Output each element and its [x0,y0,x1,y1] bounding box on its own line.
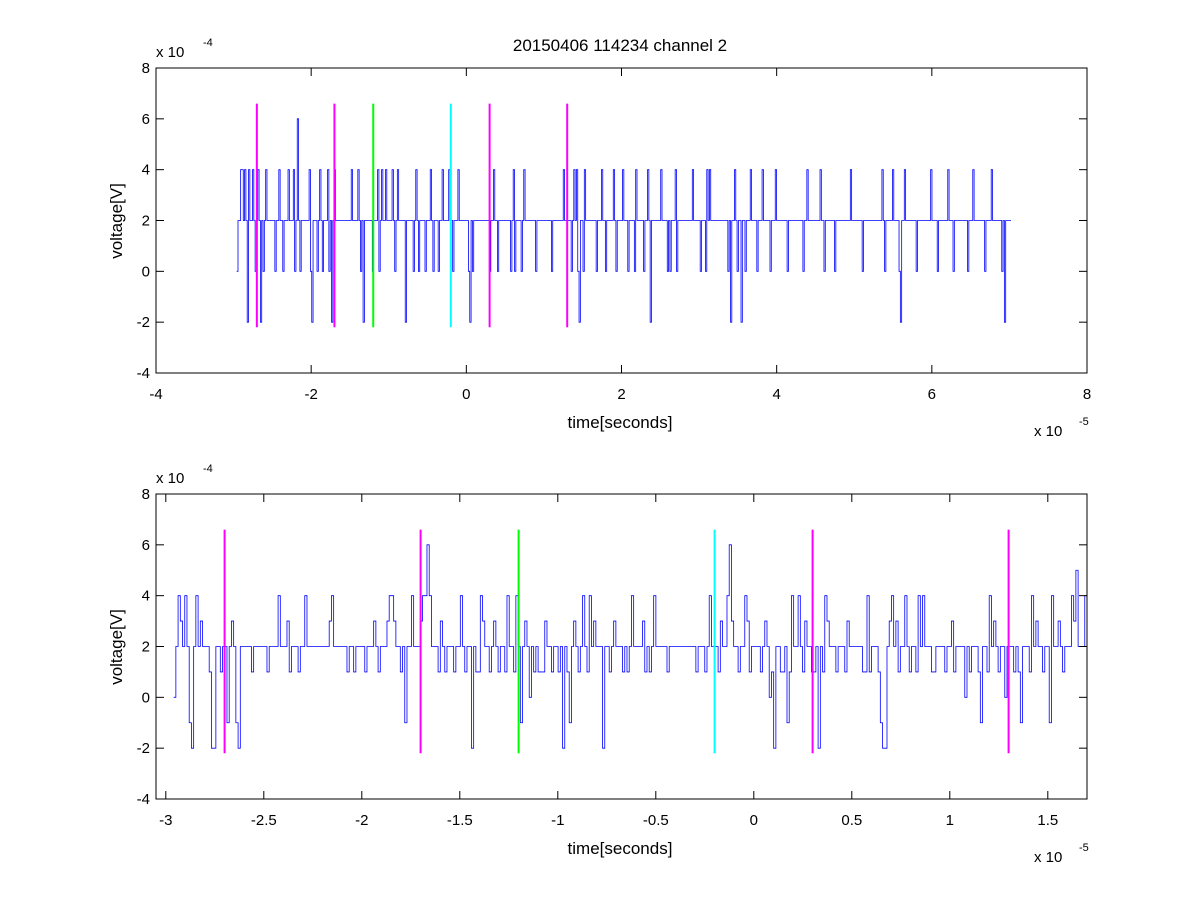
y-multiplier-base: x 10 [156,44,184,61]
x-tick-label: 8 [1083,386,1091,403]
y-tick-label: 0 [142,263,150,280]
y-axis-label: voltage[V] [107,183,126,259]
y-tick-label: -4 [137,365,150,382]
x-tick-label: 0.5 [841,812,862,829]
bottom-plot-panel: x 10 -4 x 10 -5 time[seconds] voltage[V]… [107,463,1089,866]
y-tick-label: -2 [137,314,150,331]
y-tick-label: 2 [142,639,150,656]
top-plot-panel: 20150406 114234 channel 2 x 10 -4 x 10 -… [107,36,1091,440]
x-tick-label: -2.5 [251,812,277,829]
top-x-multiplier: x 10 -5 [1034,416,1089,440]
x-axis-label: time[seconds] [568,839,673,858]
x-tick-label: 4 [772,386,780,403]
x-tick-label: -2 [304,386,317,403]
y-multiplier-exponent: -4 [203,37,213,49]
y-tick-label: 2 [142,213,150,230]
bottom-x-multiplier: x 10 -5 [1034,842,1089,866]
x-tick-label: 1.5 [1037,812,1058,829]
x-tick-label: -2 [355,812,368,829]
x-tick-label: -3 [159,812,172,829]
x-tick-label: 1 [946,812,954,829]
y-tick-label: 4 [142,588,150,605]
y-tick-label: 0 [142,689,150,706]
x-multiplier-base: x 10 [1034,423,1062,440]
y-tick-label: 4 [142,162,150,179]
x-tick-label: 2 [617,386,625,403]
x-tick-label: 6 [928,386,936,403]
x-multiplier-exponent: -5 [1079,416,1089,428]
x-tick-label: -0.5 [643,812,669,829]
y-tick-label: -4 [137,791,150,808]
y-tick-label: -2 [137,740,150,757]
waveform-series-line [173,544,1087,749]
y-axis-label: voltage[V] [107,609,126,685]
x-multiplier-exponent: -5 [1079,842,1089,854]
y-tick-label: 6 [142,537,150,554]
y-tick-label: 8 [142,60,150,77]
x-tick-label: -1 [551,812,564,829]
chart-title: 20150406 114234 channel 2 [513,36,727,55]
x-tick-label: 0 [750,812,758,829]
x-tick-label: -4 [149,386,162,403]
bottom-y-multiplier: x 10 -4 [156,463,213,487]
waveform-series-line [236,118,1011,323]
y-tick-label: 8 [142,486,150,503]
x-tick-label: -1.5 [447,812,473,829]
y-multiplier-base: x 10 [156,470,184,487]
x-tick-label: 0 [462,386,470,403]
x-axis-label: time[seconds] [568,413,673,432]
y-multiplier-exponent: -4 [203,463,213,475]
x-multiplier-base: x 10 [1034,849,1062,866]
top-y-multiplier: x 10 -4 [156,37,213,61]
y-tick-label: 6 [142,111,150,128]
